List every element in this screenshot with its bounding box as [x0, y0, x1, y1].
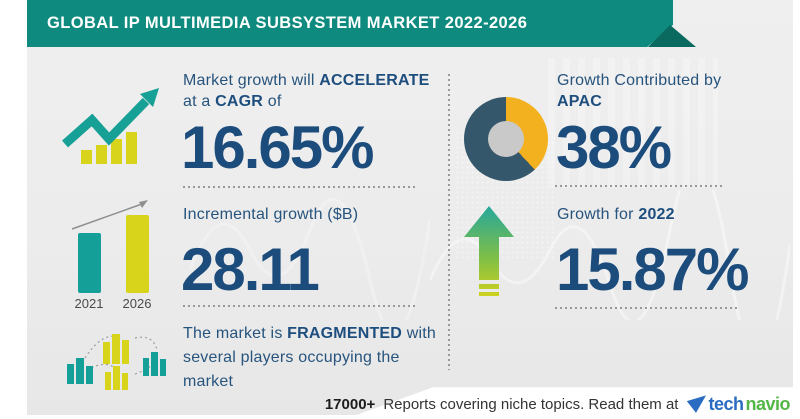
apac-label-text: Growth Contributed by — [557, 72, 722, 89]
footer-note: Reports covering niche topics. Read them… — [383, 395, 679, 413]
growth-2022-text: Growth for — [557, 206, 634, 223]
up-arrow-icon — [464, 206, 514, 296]
bar-year-right-label: 2026 — [123, 296, 152, 311]
fragmented-label: The market is FRAGMENTED with several pl… — [183, 322, 441, 394]
header-banner: GLOBAL IP MULTIMEDIA SUBSYSTEM MARKET 20… — [27, 0, 673, 47]
technavio-logo: tech navio — [686, 394, 790, 415]
growth-2022-value: 15.87% — [556, 236, 749, 303]
apac-label-region: APAC — [557, 93, 602, 110]
page-title: GLOBAL IP MULTIMEDIA SUBSYSTEM MARKET 20… — [47, 14, 528, 32]
watermark-wave-2 — [190, 198, 430, 320]
divider-right-1 — [555, 185, 725, 187]
fragmented-text1: The market is — [183, 325, 283, 342]
cagr-label-text3: of — [267, 93, 282, 110]
report-count: 17000+ — [324, 395, 376, 413]
background-panel — [27, 0, 793, 415]
divider-right-2 — [555, 307, 737, 309]
apac-value: 38% — [556, 114, 672, 181]
cagr-label-accelerate: ACCELERATE — [319, 72, 430, 89]
cagr-value: 16.65% — [181, 114, 374, 181]
divider-mid-1 — [183, 186, 417, 188]
bar-comparison-icon: 2021 2026 — [71, 200, 152, 311]
fragmented-market-icon — [67, 334, 166, 390]
growth-2022-label: Growth for 2022 — [557, 204, 675, 225]
incremental-growth-value: 28.11 — [181, 236, 320, 303]
fragmented-highlight: FRAGMENTED — [287, 325, 403, 342]
divider-vertical — [448, 74, 450, 370]
watermark-histogram — [548, 58, 718, 188]
footer: 17000+ Reports covering niche topics. Re… — [324, 392, 791, 416]
divider-mid-2 — [183, 305, 417, 307]
incremental-growth-label: Incremental growth ($B) — [183, 206, 359, 223]
growth-2022-year: 2022 — [638, 206, 675, 223]
logo-text-tech: tech — [708, 393, 744, 414]
donut-chart-icon — [464, 97, 548, 181]
growth-trend-icon — [62, 88, 159, 164]
apac-label: Growth Contributed by APAC — [557, 70, 721, 112]
cagr-label: Market growth will ACCELERATE at a CAGR … — [183, 70, 429, 112]
fragmented-text2: with several players occupying the marke… — [183, 325, 436, 390]
logo-text-navio: navio — [745, 393, 790, 414]
cagr-label-text: Market growth will — [183, 72, 315, 89]
technavio-arrow-icon — [687, 394, 707, 413]
watermark-wave — [430, 190, 790, 320]
cagr-label-cagr: CAGR — [215, 93, 264, 110]
bar-year-left-label: 2021 — [75, 296, 104, 311]
cagr-label-text2: at a — [183, 93, 211, 110]
